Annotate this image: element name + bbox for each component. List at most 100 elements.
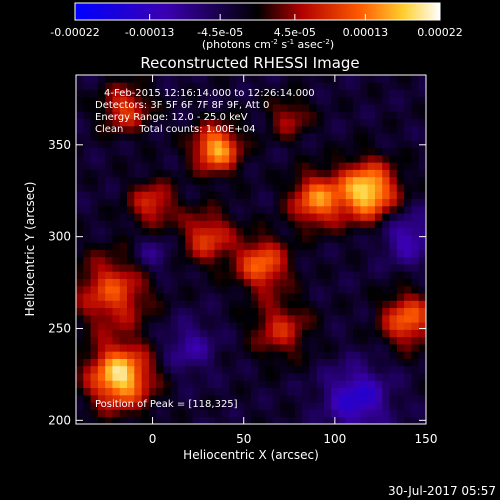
heatmap-cell bbox=[83, 133, 91, 141]
heatmap-cell bbox=[287, 314, 296, 323]
heatmap-cell bbox=[83, 154, 91, 163]
heatmap-cell bbox=[396, 96, 405, 105]
heatmap-cell bbox=[258, 373, 266, 381]
heatmap-cell bbox=[178, 227, 186, 236]
heatmap-cell bbox=[214, 133, 223, 141]
heatmap-cell bbox=[323, 82, 332, 90]
heatmap-cell bbox=[185, 220, 194, 229]
heatmap-cell bbox=[229, 402, 237, 410]
heatmap-cell bbox=[316, 365, 325, 374]
heatmap-cell bbox=[83, 184, 91, 192]
heatmap-cell bbox=[272, 249, 281, 258]
heatmap-cell bbox=[316, 344, 325, 352]
heatmap-cell bbox=[389, 322, 398, 330]
heatmap-cell bbox=[90, 300, 99, 309]
heatmap-cell bbox=[331, 198, 339, 207]
heatmap-cell bbox=[148, 111, 157, 120]
heatmap-cell bbox=[382, 249, 390, 258]
heatmap-cell bbox=[141, 111, 150, 120]
heatmap-cell bbox=[294, 336, 303, 345]
heatmap-cell bbox=[141, 394, 150, 403]
heatmap-cell bbox=[192, 264, 201, 272]
heatmap-cell bbox=[374, 394, 383, 403]
heatmap-cell bbox=[243, 154, 252, 163]
heatmap-cell bbox=[170, 314, 179, 323]
heatmap-cell bbox=[90, 75, 99, 83]
heatmap-cell bbox=[294, 111, 303, 120]
heatmap-cell bbox=[214, 154, 223, 163]
heatmap-cell bbox=[360, 314, 369, 323]
heatmap-cell bbox=[178, 256, 186, 265]
heatmap-cell bbox=[287, 75, 296, 83]
heatmap-cell bbox=[353, 336, 361, 345]
heatmap-cell bbox=[236, 176, 245, 185]
heatmap-cell bbox=[411, 169, 420, 178]
heatmap-cell bbox=[418, 358, 427, 367]
heatmap-cell bbox=[170, 322, 179, 330]
heatmap-cell bbox=[119, 176, 128, 185]
heatmap-cell bbox=[76, 351, 84, 359]
heatmap-cell bbox=[229, 111, 237, 120]
heatmap-cell bbox=[236, 278, 245, 287]
heatmap-cell bbox=[287, 271, 296, 279]
heatmap-cell bbox=[134, 329, 143, 338]
heatmap-cell bbox=[229, 380, 237, 389]
heatmap-cell bbox=[287, 409, 296, 418]
heatmap-cell bbox=[141, 271, 150, 279]
heatmap-cell bbox=[112, 278, 121, 287]
heatmap-cell bbox=[119, 285, 128, 294]
heatmap-cell bbox=[192, 176, 201, 185]
heatmap-cell bbox=[185, 416, 194, 425]
heatmap-cell bbox=[192, 162, 201, 170]
heatmap-cell bbox=[323, 198, 332, 207]
heatmap-cell bbox=[404, 104, 412, 112]
heatmap-cell bbox=[185, 256, 194, 265]
heatmap-cell bbox=[316, 220, 325, 229]
heatmap-cell bbox=[309, 322, 318, 330]
heatmap-cell bbox=[353, 358, 361, 367]
heatmap-cell bbox=[353, 278, 361, 287]
heatmap-cell bbox=[127, 234, 135, 243]
heatmap-cell bbox=[119, 416, 128, 425]
heatmap-cell bbox=[83, 409, 91, 418]
heatmap-cell bbox=[404, 373, 412, 381]
heatmap-cell bbox=[338, 285, 347, 294]
heatmap-cell bbox=[76, 278, 84, 287]
heatmap-cell bbox=[323, 300, 332, 309]
heatmap-cell bbox=[396, 394, 405, 403]
heatmap-cell bbox=[127, 154, 135, 163]
heatmap-cell bbox=[170, 111, 179, 120]
heatmap-cell bbox=[404, 96, 412, 105]
heatmap-cell bbox=[243, 104, 252, 112]
heatmap-cell bbox=[389, 191, 398, 199]
heatmap-cell bbox=[258, 416, 266, 425]
heatmap-cell bbox=[148, 176, 157, 185]
heatmap-cell bbox=[418, 176, 427, 185]
heatmap-cell bbox=[76, 344, 84, 352]
heatmap-cell bbox=[214, 184, 223, 192]
heatmap-cell bbox=[221, 227, 230, 236]
heatmap-cell bbox=[178, 271, 186, 279]
heatmap-cell bbox=[389, 307, 398, 316]
heatmap-cell bbox=[178, 96, 186, 105]
heatmap-cell bbox=[251, 373, 259, 381]
heatmap-cell bbox=[127, 329, 135, 338]
heatmap-cell bbox=[360, 329, 369, 338]
heatmap-cell bbox=[258, 220, 266, 229]
heatmap-cell bbox=[83, 380, 91, 389]
heatmap-cell bbox=[294, 409, 303, 418]
heatmap-cell bbox=[207, 394, 215, 403]
heatmap-cell bbox=[382, 278, 390, 287]
heatmap-cell bbox=[382, 198, 390, 207]
heatmap-cell bbox=[331, 329, 339, 338]
heatmap-cell bbox=[382, 373, 390, 381]
heatmap-cell bbox=[338, 118, 347, 127]
heatmap-cell bbox=[258, 329, 266, 338]
heatmap-cell bbox=[134, 234, 143, 243]
heatmap-cell bbox=[302, 125, 310, 134]
heatmap-cell bbox=[76, 104, 84, 112]
heatmap-cell bbox=[141, 82, 150, 90]
heatmap-cell bbox=[127, 358, 135, 367]
heatmap-cell bbox=[156, 89, 164, 98]
heatmap-cell bbox=[119, 104, 128, 112]
